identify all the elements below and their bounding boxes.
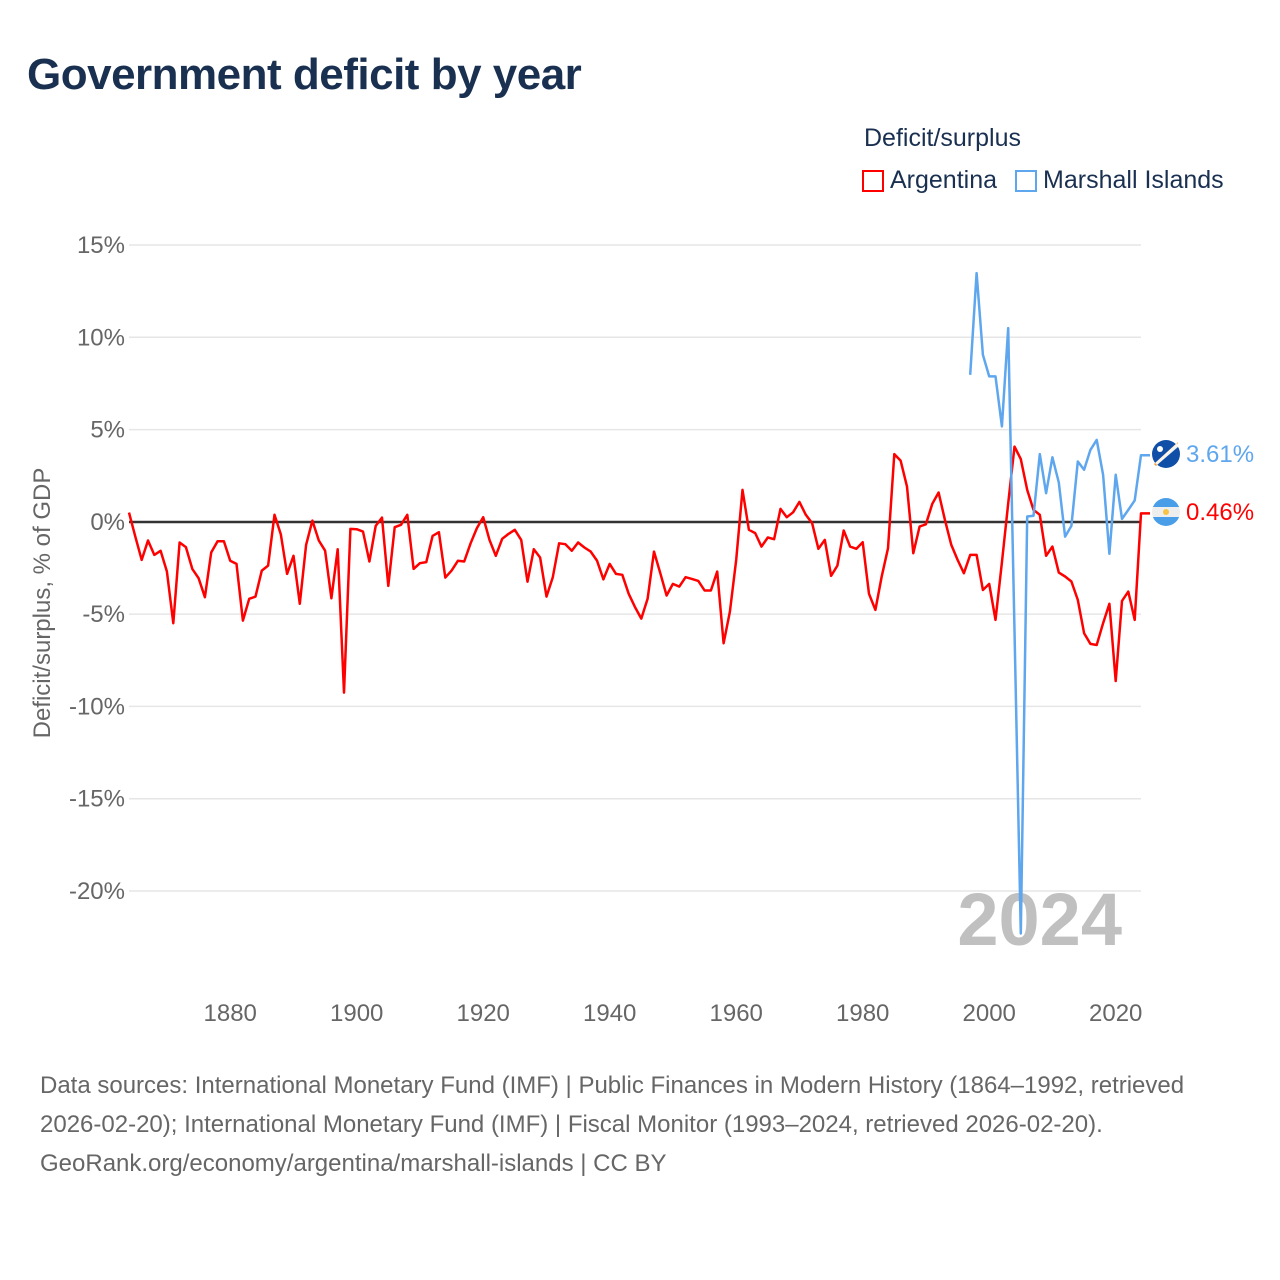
argentina-flag-icon: [1152, 498, 1180, 526]
legend-item-marshall-islands[interactable]: Marshall Islands: [1015, 166, 1224, 195]
y-tick-label: -5%: [82, 601, 125, 628]
x-tick-label: 2020: [1089, 1000, 1142, 1027]
x-tick-label: 1880: [204, 1000, 257, 1027]
y-axis-label: Deficit/surplus, % of GDP: [29, 468, 56, 739]
y-tick-label: 5%: [90, 417, 125, 444]
legend-label: Argentina: [890, 166, 998, 194]
legend-item-argentina[interactable]: Argentina: [862, 166, 997, 195]
end-label-marshall-islands: 3.61%: [1186, 441, 1254, 468]
credit-link[interactable]: GeoRank.org/economy/argentina/marshall-i…: [40, 1150, 667, 1177]
chart-area: 15% 10% 5% 0% -5% -10% -15% -20% 1880 1900 1920 194…: [29, 232, 1254, 1027]
y-tick-label: 10%: [77, 324, 125, 351]
y-tick-label: -15%: [69, 786, 125, 813]
x-tick-label: 1940: [583, 1000, 636, 1027]
series-line-argentina[interactable]: [127, 445, 1150, 694]
y-tick-label: -20%: [69, 878, 125, 905]
data-sources: Data sources: International Monetary Fun…: [40, 1072, 1185, 1138]
legend-swatch-argentina: [862, 169, 884, 192]
legend: Argentina Marshall Islands: [862, 166, 1224, 195]
x-tick-label: 1960: [710, 1000, 763, 1027]
year-watermark: 2024: [957, 878, 1122, 961]
chart-title: Government deficit by year: [27, 50, 582, 99]
x-tick-label: 1900: [330, 1000, 383, 1027]
series-line-marshall-islands[interactable]: [968, 271, 1150, 935]
x-tick-label: 2000: [963, 1000, 1016, 1027]
legend-title: Deficit/surplus: [864, 124, 1021, 152]
legend-label: Marshall Islands: [1043, 166, 1224, 194]
x-tick-label: 1980: [836, 1000, 889, 1027]
y-tick-label: -10%: [69, 693, 125, 720]
x-tick-label: 1920: [457, 1000, 510, 1027]
end-label-argentina: 0.46%: [1186, 499, 1254, 526]
footer: Data sources: International Monetary Fun…: [40, 1066, 1250, 1183]
marshall-islands-flag-icon: [1152, 440, 1180, 468]
y-tick-label: 15%: [77, 232, 125, 259]
legend-swatch-marshall-islands: [1015, 169, 1038, 192]
y-tick-label: 0%: [90, 509, 125, 536]
